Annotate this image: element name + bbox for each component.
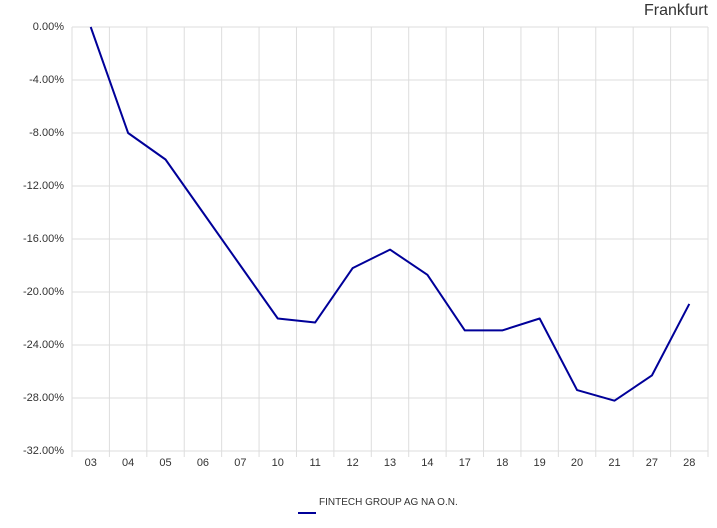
x-tick-label: 21 bbox=[608, 457, 620, 469]
x-tick-label: 28 bbox=[683, 457, 695, 469]
x-tick-label: 20 bbox=[571, 457, 583, 469]
x-tick-label: 27 bbox=[646, 457, 658, 469]
legend-label: FINTECH GROUP AG NA O.N. bbox=[319, 497, 458, 508]
x-tick-label: 10 bbox=[272, 457, 284, 469]
y-tick-label: -8.00% bbox=[29, 127, 64, 139]
line bbox=[89, 26, 691, 402]
y-tick-label: -32.00% bbox=[23, 445, 64, 457]
x-tick-label: 05 bbox=[159, 457, 171, 469]
y-tick-label: -24.00% bbox=[23, 339, 64, 351]
chart-title: Frankfurt bbox=[644, 2, 709, 19]
legend-swatch bbox=[298, 512, 316, 514]
x-tick-label: 12 bbox=[346, 457, 358, 469]
x-tick-label: 13 bbox=[384, 457, 396, 469]
y-tick-label: -16.00% bbox=[23, 233, 64, 245]
x-tick-label: 11 bbox=[309, 457, 320, 469]
y-tick-label: -28.00% bbox=[23, 392, 64, 404]
x-tick-label: 17 bbox=[459, 457, 471, 469]
x-tick-label: 04 bbox=[122, 457, 134, 469]
x-tick-label: 07 bbox=[234, 457, 246, 469]
x-tick-label: 06 bbox=[197, 457, 209, 469]
x-tick-label: 14 bbox=[421, 457, 433, 469]
x-tick-label: 03 bbox=[85, 457, 97, 469]
y-tick-label: 0.00% bbox=[33, 21, 64, 33]
x-tick-label: 19 bbox=[534, 457, 546, 469]
y-tick-label: -20.00% bbox=[23, 286, 64, 298]
y-tick-label: -12.00% bbox=[23, 180, 64, 192]
x-tick-label: 18 bbox=[496, 457, 508, 469]
y-tick-label: -4.00% bbox=[29, 74, 64, 86]
